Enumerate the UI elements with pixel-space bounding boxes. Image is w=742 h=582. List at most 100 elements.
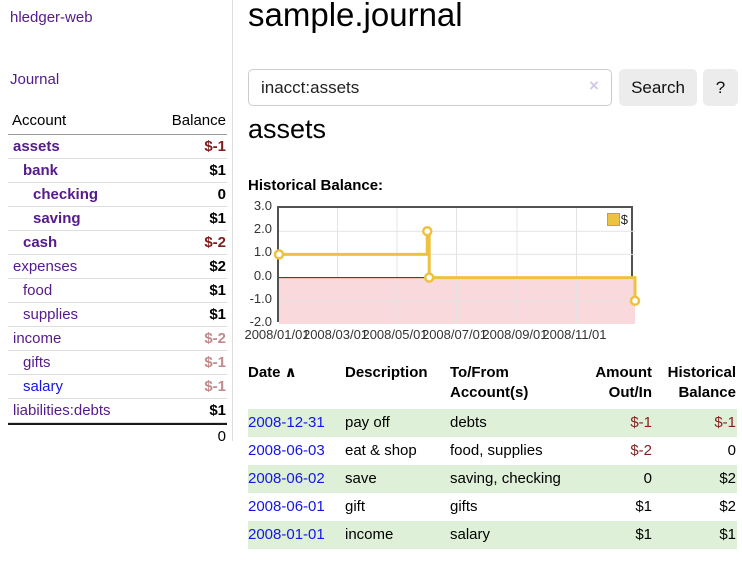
sidebar-account-row: liabilities:debts $1 [8, 399, 227, 423]
clear-search-icon[interactable]: × [589, 76, 599, 95]
account-page-title: assets [248, 114, 327, 144]
sidebar-account-link-expenses[interactable]: expenses [13, 258, 78, 275]
sidebar-account-link-supplies[interactable]: supplies [23, 306, 79, 323]
x-tick-label: 2008/11/01 [542, 327, 607, 342]
register-amount: $-2 [630, 442, 652, 459]
sidebar-account-link-liabilities-debts[interactable]: liabilities:debts [13, 402, 111, 419]
y-tick-label: -2.0 [249, 314, 272, 329]
sidebar-account-link-salary[interactable]: salary [23, 378, 64, 395]
register-header-to-from-account-s-: To/From Account(s) [450, 364, 529, 401]
register-row: 2008-06-01 gift gifts $1 $2 [248, 493, 737, 521]
register-row: 2008-06-03 eat & shop food, supplies $-2 0 [248, 437, 737, 465]
sidebar-account-link-cash[interactable]: cash [23, 234, 58, 251]
register-description: save [345, 470, 377, 487]
y-tick-label: 2.0 [253, 221, 272, 237]
account-balance: $-1 [204, 138, 226, 155]
sidebar-account-row: bank $1 [8, 159, 227, 183]
sidebar-account-row: salary $-1 [8, 375, 227, 399]
register-balance: 0 [727, 442, 736, 459]
register-row: 2008-01-01 income salary $1 $1 [248, 521, 737, 549]
register-balance: $-1 [714, 414, 736, 431]
sidebar-account-link-gifts[interactable]: gifts [23, 354, 51, 371]
search-input[interactable] [248, 69, 612, 106]
register-row: 2008-06-02 save saving, checking 0 $2 [248, 465, 737, 493]
page-title: sample.journal [248, 0, 463, 33]
sidebar-account-row: supplies $1 [8, 303, 227, 327]
register-balance: $2 [719, 470, 736, 487]
x-tick-label: 2008/05/01 [362, 327, 428, 342]
sidebar-account-link-food[interactable]: food [23, 282, 53, 299]
account-balance-table: Account Balance assets $-1 bank $1 checking 0… [8, 110, 227, 448]
register-accounts: debts [450, 414, 487, 431]
register-table: Date ∧ Description To/From Account(s) Amount… [248, 360, 737, 549]
register-date-link[interactable]: 2008-06-01 [248, 498, 325, 515]
chart-canvas [273, 208, 641, 324]
sidebar-account-row: expenses $2 [8, 255, 227, 279]
account-balance: $1 [209, 306, 226, 323]
register-date-link[interactable]: 2008-06-02 [248, 470, 325, 487]
register-description: eat & shop [345, 442, 417, 459]
register-description: income [345, 526, 394, 543]
brand-link[interactable]: hledger-web [10, 9, 93, 26]
account-balance: $1 [209, 210, 226, 227]
register-amount: $-1 [630, 414, 652, 431]
register-description: pay off [345, 414, 390, 431]
account-balance: $-1 [204, 354, 226, 371]
sidebar-account-link-income[interactable]: income [13, 330, 62, 347]
register-accounts: saving, checking [450, 470, 561, 487]
register-date-link[interactable]: 2008-01-01 [248, 526, 325, 543]
chart-y-axis-labels: 3.0 2.0 1.0 0.0 -1.0 -2.0 [238, 199, 272, 329]
sort-ascending-icon[interactable]: ∧ [280, 364, 297, 381]
sidebar-account-link-bank[interactable]: bank [23, 162, 59, 179]
sidebar-account-row: saving $1 [8, 207, 227, 231]
register-row: 2008-12-31 pay off debts $-1 $-1 [248, 409, 737, 437]
sidebar-item-journal[interactable]: Journal [10, 71, 60, 88]
sidebar-account-link-saving[interactable]: saving [33, 210, 81, 227]
account-table-header: Account Balance [8, 110, 227, 135]
x-tick-label: 2008/07/01 [421, 327, 488, 342]
register-amount: $1 [635, 498, 652, 515]
register-accounts: gifts [450, 498, 478, 515]
account-balance: $1 [209, 282, 226, 299]
register-accounts: salary [450, 526, 491, 543]
register-header-description: Description [345, 364, 428, 381]
search-button[interactable]: Search [619, 69, 697, 106]
y-tick-label: 3.0 [253, 198, 272, 213]
help-button[interactable]: ? [703, 69, 738, 106]
register-balance: $2 [719, 498, 736, 515]
sidebar-account-row: cash $-2 [8, 231, 227, 255]
account-balance: $-2 [204, 234, 226, 251]
balance-column-header: Balance [171, 112, 226, 129]
x-tick-label: 2008/09/01 [482, 327, 548, 342]
sidebar-account-link-checking[interactable]: checking [33, 186, 99, 203]
x-tick-label: 2008/01/01 [244, 327, 310, 342]
register-date-link[interactable]: 2008-06-03 [248, 442, 325, 459]
chart-legend: $ [606, 212, 628, 227]
sidebar-account-link-assets[interactable]: assets [13, 138, 60, 155]
register-accounts: food, supplies [450, 442, 543, 459]
sidebar-total-balance: 0 [8, 423, 227, 448]
legend-label: $ [620, 212, 628, 227]
account-balance: 0 [217, 186, 226, 203]
register-date-link[interactable]: 2008-12-31 [248, 414, 325, 431]
sidebar-account-row: assets $-1 [8, 135, 227, 159]
account-balance: $-2 [204, 330, 226, 347]
y-tick-label: 0.0 [253, 267, 272, 283]
register-header-date[interactable]: Date ∧ [248, 364, 297, 381]
register-header-historical-balance: Historical Balance [667, 364, 736, 401]
register-balance: $1 [719, 526, 736, 543]
register-description: gift [345, 498, 366, 515]
account-column-header: Account [12, 112, 67, 129]
account-balance: $2 [209, 258, 226, 275]
sidebar-account-row: checking 0 [8, 183, 227, 207]
chart-x-axis-labels: 2008/01/01 2008/03/01 2008/05/01 2008/07/01… [244, 327, 633, 343]
register-header-amount-out-in: Amount Out/In [595, 364, 652, 401]
sidebar-account-row: gifts $-1 [8, 351, 227, 375]
register-amount: $1 [635, 526, 652, 543]
account-balance: $-1 [204, 378, 226, 395]
account-balance: $1 [209, 402, 226, 419]
register-amount: 0 [643, 470, 652, 487]
chart-title: Historical Balance: [248, 177, 384, 194]
y-tick-label: -1.0 [249, 290, 272, 306]
y-tick-label: 1.0 [253, 244, 272, 260]
